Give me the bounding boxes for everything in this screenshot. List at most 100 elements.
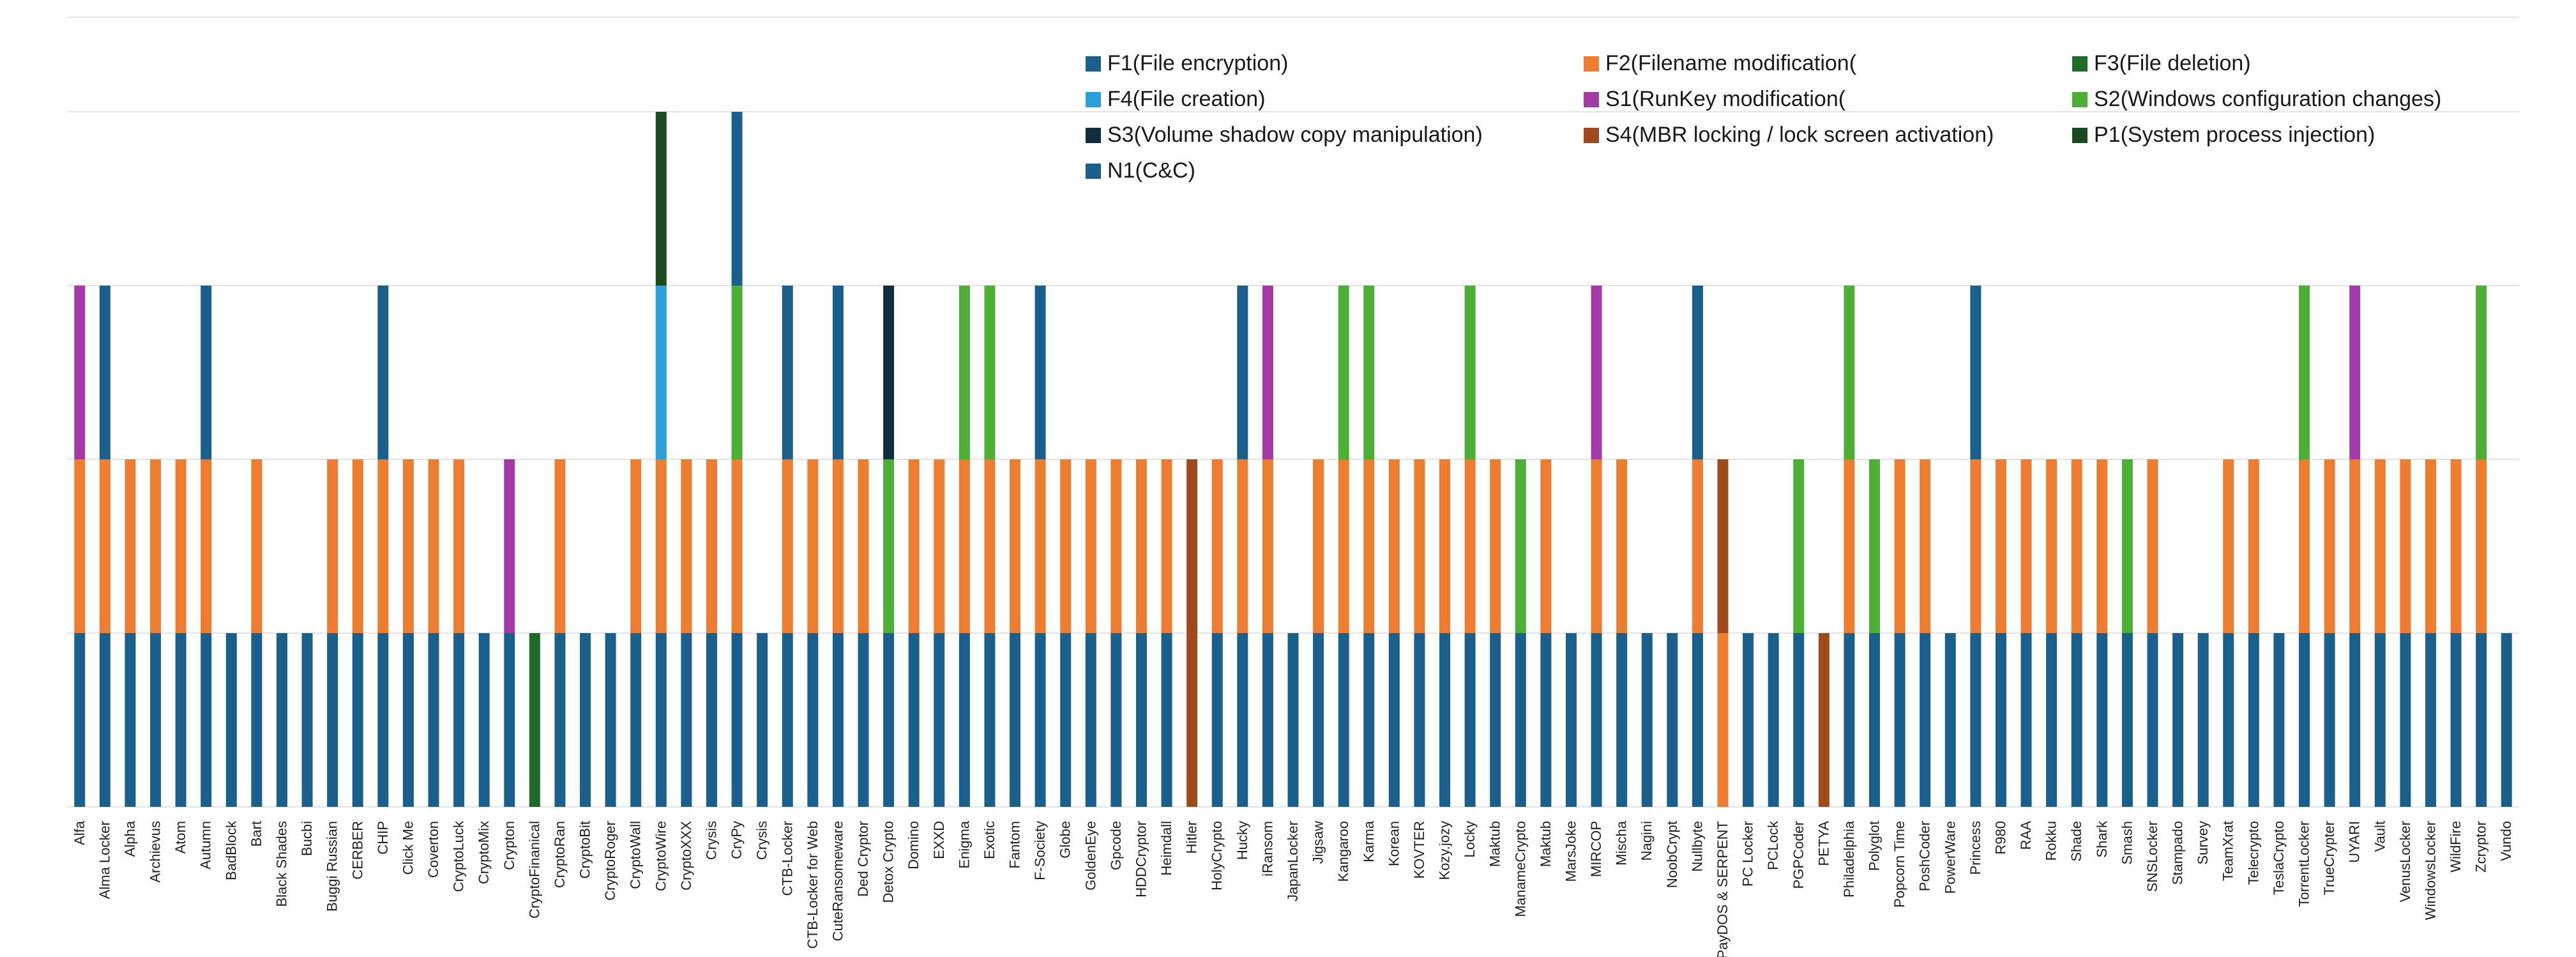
legend-swatch (2072, 127, 2087, 143)
bar-segment (1793, 459, 1805, 633)
x-tick-label: Black Shades (273, 821, 289, 907)
x-tick-label: CTB-Locker (779, 821, 795, 896)
bar-segment (402, 459, 414, 633)
bar-segment (2273, 633, 2285, 807)
bar-segment (2349, 286, 2361, 459)
bar-segment (655, 112, 667, 286)
bar-segment (1591, 459, 1602, 633)
legend-label: S3(Volume shadow copy manipulation) (1107, 123, 1483, 147)
bar-segment (1338, 633, 1349, 807)
bar-segment (554, 633, 566, 807)
bar-segment (2299, 286, 2310, 459)
bar-segment (2096, 459, 2108, 633)
bar-segment (352, 633, 363, 807)
bar-segment (681, 459, 692, 633)
legend-item: S1(RunKey modification( (1584, 87, 1845, 112)
bar-segment (1793, 633, 1805, 807)
bar-segment (1464, 633, 1476, 807)
bar-segment (1262, 633, 1273, 807)
bar-segment (99, 633, 110, 807)
x-tick-label: RAA (2018, 821, 2034, 850)
legend-swatch (1086, 127, 1101, 143)
bar-segment (706, 633, 717, 807)
x-tick-label: Coverton (425, 821, 441, 878)
bar-segment (2020, 633, 2032, 807)
x-tick-label: EXXD (931, 821, 947, 859)
x-tick-label: Stampado (2170, 821, 2186, 885)
bar-segment (706, 459, 717, 633)
x-tick-label: Atom (172, 821, 188, 854)
x-tick-label: Popcorn Time (1891, 821, 1907, 908)
bar-segment (934, 459, 945, 633)
x-tick-label: WindowsLocker (2422, 821, 2438, 920)
bar-segment (1844, 459, 1855, 633)
x-tick-label: TorrentLocker (2296, 821, 2312, 907)
legend-label: S1(RunKey modification( (1605, 87, 1846, 111)
bar-segment (1894, 459, 1905, 633)
bar-segment (453, 633, 465, 807)
legend-item: F4(File creation) (1086, 87, 1266, 112)
bar-segment (1034, 459, 1046, 633)
bar-segment (984, 633, 996, 807)
bar-segment (883, 286, 895, 459)
legend-swatch (1584, 56, 1599, 72)
bar-segment (655, 286, 667, 459)
x-tick-label: Maktub (1487, 821, 1503, 867)
x-tick-label: CryPy (729, 821, 745, 859)
x-tick-label: Jigsaw (1310, 821, 1326, 864)
bar-segment (99, 459, 110, 633)
x-tick-label: Philadelphia (1841, 820, 1857, 898)
x-tick-label: Alfa (72, 820, 87, 845)
x-tick-label: CryptoWall (628, 821, 644, 889)
x-tick-label: CryptoMix (476, 821, 492, 884)
bar-segment (958, 459, 970, 633)
x-tick-label: Hitler (1184, 821, 1200, 854)
x-tick-label: Korean (1386, 821, 1402, 866)
x-tick-label: Locky (1462, 821, 1478, 857)
bar-segment (1034, 286, 1046, 459)
x-tick-label: ManameCrypto (1512, 821, 1528, 917)
x-tick-label: CTB-Locker for Web (805, 821, 821, 949)
bar-segment (984, 286, 996, 459)
bar-segment (2476, 459, 2487, 633)
bar-segment (883, 633, 895, 807)
bar-segment (150, 459, 162, 633)
bar-segment (2450, 633, 2462, 807)
x-tick-label: PoshCoder (1917, 821, 1933, 891)
bar-segment (757, 633, 768, 807)
x-tick-label: Crypton (501, 821, 517, 870)
bar-segment (2046, 459, 2057, 633)
bar-segment (1464, 459, 1476, 633)
x-tick-label: Zcryptor (2473, 821, 2489, 873)
x-tick-label: Bart (248, 821, 264, 846)
x-tick-label: Maktub (1538, 821, 1554, 867)
x-tick-label: Domino (905, 821, 921, 869)
x-tick-label: TeamXrat (2220, 821, 2236, 881)
bar-segment (1768, 633, 1779, 807)
x-tick-label: Kangaroo (1335, 821, 1351, 882)
bar-segment (2425, 633, 2436, 807)
bar-segment (1490, 459, 1501, 633)
bar-segment (1388, 459, 1400, 633)
x-tick-label: Shade (2068, 821, 2084, 862)
bar-segment (605, 633, 616, 807)
legend-swatch (1086, 91, 1101, 107)
bar-segment (1363, 459, 1375, 633)
bar-segment (1085, 633, 1096, 807)
x-tick-label: Fantom (1007, 821, 1023, 869)
x-tick-label: GoldenEye (1082, 821, 1098, 891)
x-tick-label: Vundo (2498, 821, 2514, 861)
bar-segment (1565, 633, 1577, 807)
x-tick-label: Click Me (400, 821, 416, 875)
bar-segment (2223, 633, 2234, 807)
legend-label: F1(File encryption) (1107, 51, 1289, 75)
bar-segment (2147, 633, 2158, 807)
bar-segment (251, 633, 262, 807)
bar-segment (1060, 633, 1072, 807)
x-tick-label: CryptoFinanical (526, 821, 542, 919)
x-tick-label: CHIP (375, 821, 391, 855)
bar-segment (1970, 286, 1981, 459)
x-tick-label: Hucky (1234, 821, 1250, 860)
bar-segment (832, 633, 844, 807)
